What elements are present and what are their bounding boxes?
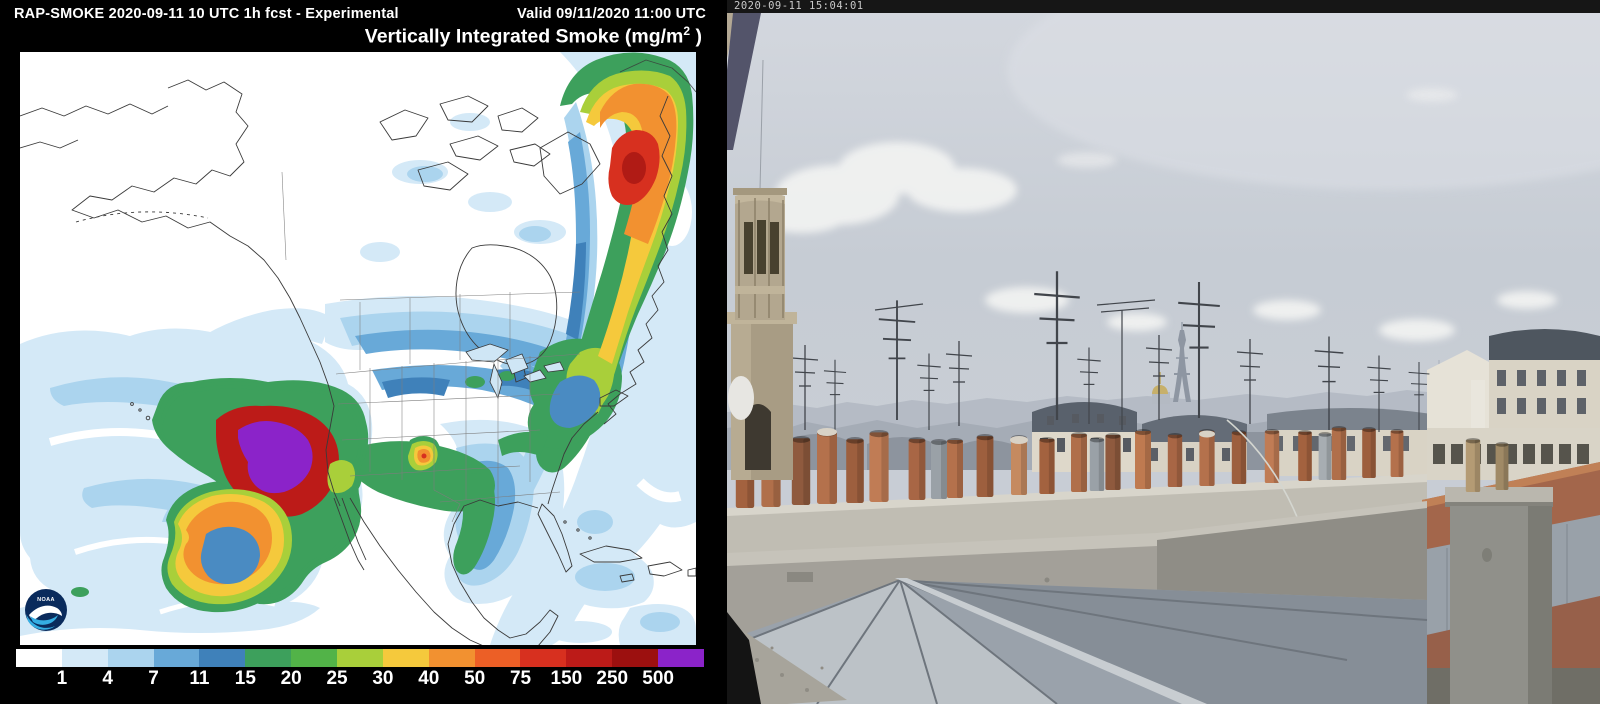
- colorbar-tick-label: 15: [234, 668, 256, 689]
- colorbar-segment: [474, 649, 521, 667]
- colorbar-segment: [612, 649, 659, 667]
- colorbar-tick-label: 1: [56, 668, 68, 689]
- timestamp-bar: 2020-09-11 15:04:01: [727, 0, 1600, 13]
- paris-webcam-svg: [727, 0, 1600, 704]
- colorbar-tick-label: 40: [418, 668, 440, 689]
- map-title: Vertically Integrated Smoke (mg/m2 ): [364, 24, 702, 48]
- foreground-zinc-roof: [727, 578, 1428, 704]
- colorbar-tick-label: 150: [550, 668, 583, 689]
- colorbar-tick-label: 11: [189, 668, 210, 689]
- colorbar-segment: [566, 649, 613, 667]
- noaa-logo-text: NOAA: [37, 597, 55, 603]
- clouds: [757, 88, 1557, 341]
- noaa-logo: NOAA: [24, 588, 68, 632]
- model-run-label: RAP-SMOKE 2020-09-11 10 UTC 1h fcst - Ex…: [14, 6, 399, 22]
- colorbar-segment: [428, 649, 475, 667]
- colorbar-tick-label: 4: [102, 668, 114, 689]
- wall-edge-sliver: [727, 13, 761, 150]
- noaa-logo-svg: [25, 589, 67, 631]
- map-header: RAP-SMOKE 2020-09-11 10 UTC 1h fcst - Ex…: [0, 0, 712, 52]
- satellite-dish: [728, 376, 754, 420]
- colorbar-tick-label: 25: [326, 668, 348, 689]
- colorbar-segment: [153, 649, 200, 667]
- church-tower: [727, 59, 797, 480]
- colorbar-tick-label: 30: [372, 668, 394, 689]
- eiffel-tower: [1173, 322, 1191, 402]
- colorbar-segment: [61, 649, 108, 667]
- colorbar-segment: [16, 649, 62, 667]
- colorbar-segment: [337, 649, 383, 667]
- smoke-map: [19, 52, 697, 677]
- colorbar-tick-label: 250: [596, 668, 629, 689]
- colorbar-segment: [520, 649, 567, 667]
- colorbar-tick-label: 20: [280, 668, 302, 689]
- webcam-photo-panel: 2020-09-11 15:04:01: [727, 0, 1600, 704]
- smoke-colorbar-labels: 1 4 7 11 15 20 25 30 40 50 75 150 250 500: [16, 667, 704, 697]
- colorbar-tick-label: 7: [148, 668, 159, 689]
- colorbar-segment: [107, 649, 154, 667]
- tv-antennas: [791, 270, 1430, 433]
- colorbar-segment: [199, 649, 246, 667]
- colorbar-tick-label: 50: [464, 668, 486, 689]
- smoke-colorbar: [16, 649, 704, 667]
- colorbar-segment: [382, 649, 429, 667]
- chimney-pots: [735, 426, 1404, 508]
- smoke-model-panel: RAP-SMOKE 2020-09-11 10 UTC 1h fcst - Ex…: [0, 0, 712, 704]
- webcam-timestamp: 2020-09-11 15:04:01: [734, 0, 864, 12]
- colorbar-tick-label: 75: [509, 668, 532, 689]
- colorbar-segment: [658, 649, 704, 667]
- smoke-map-svg: [19, 52, 697, 677]
- colorbar-segment: [291, 649, 338, 667]
- concrete-chimney-block: [1445, 438, 1553, 704]
- valid-time-label: Valid 09/11/2020 11:00 UTC: [517, 6, 706, 22]
- invalides-dome: [1152, 372, 1170, 404]
- colorbar-segment: [245, 649, 292, 667]
- colorbar-tick-label: 500: [642, 668, 674, 689]
